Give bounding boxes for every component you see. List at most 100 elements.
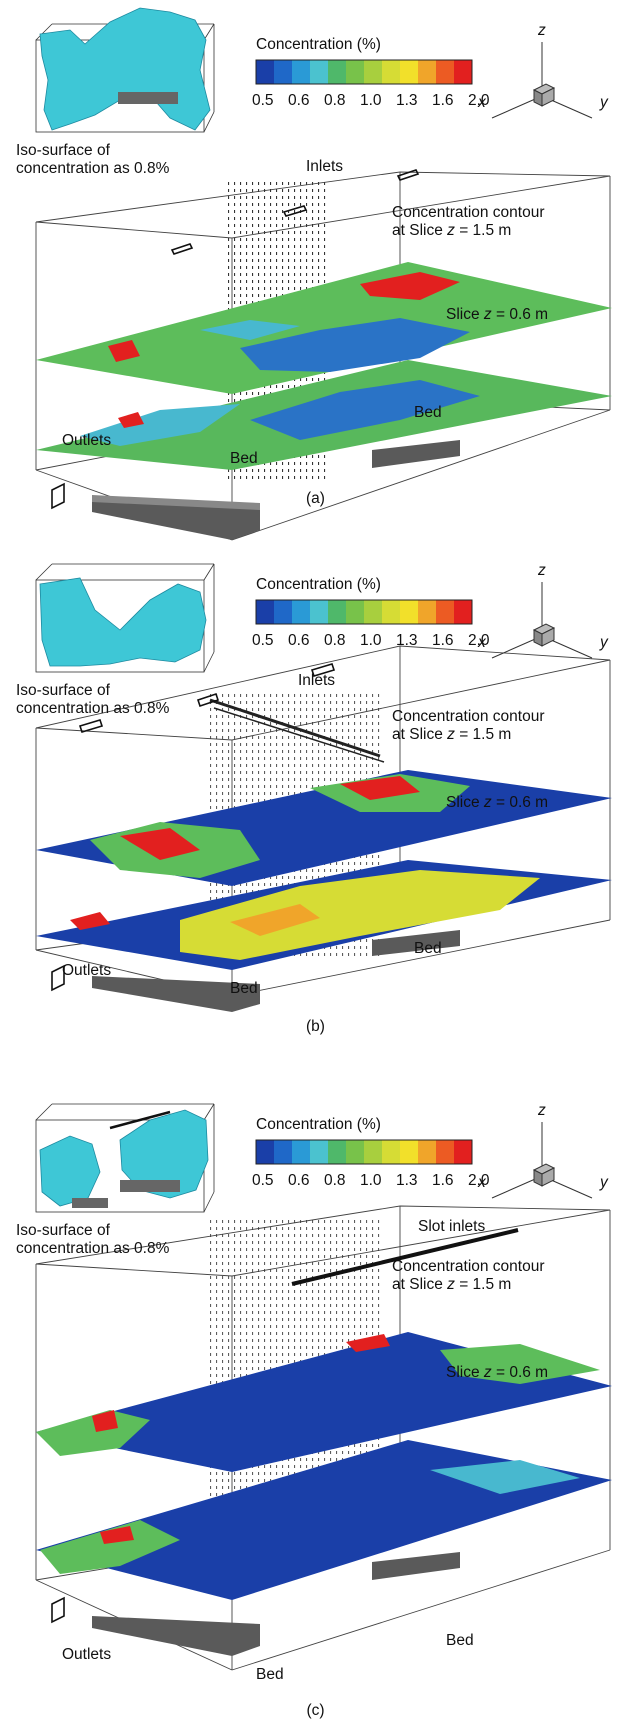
bed-inset-2 (120, 1180, 180, 1192)
bed-label-bottom: Bed (230, 450, 258, 468)
legend-swatch (274, 1140, 293, 1164)
outlets-label: Outlets (62, 962, 111, 980)
iso-surface-label: Iso-surface of concentration as 0.8% (16, 682, 169, 718)
legend-swatch (436, 600, 455, 624)
legend-swatch (382, 600, 401, 624)
legend-swatch (400, 1140, 419, 1164)
caption-c: (c) (0, 1702, 631, 1720)
contour-label: Concentration contour at Slice z = 1.5 m (392, 1258, 545, 1294)
legend-swatch (274, 60, 293, 84)
legend-tick-label: 0.8 (324, 1172, 346, 1190)
legend-swatch (436, 60, 455, 84)
contour-label: Concentration contour at Slice z = 1.5 m (392, 204, 545, 240)
legend-tick-label: 0.5 (252, 1172, 274, 1190)
legend-title: Concentration (%) (256, 36, 381, 54)
bed-label-bottom: Bed (230, 980, 258, 998)
legend-swatch (256, 60, 275, 84)
contour-label: Concentration contour at Slice z = 1.5 m (392, 708, 545, 744)
legend-tick-label: 0.6 (288, 92, 310, 110)
legend-swatch (292, 1140, 311, 1164)
slice-label: Slice z = 0.6 m (446, 794, 548, 812)
legend-tick-label: 0.6 (288, 632, 310, 650)
legend-swatch (454, 600, 473, 624)
axis-y-label: y (600, 94, 608, 112)
legend-swatch (346, 60, 365, 84)
panel-a: Iso-surface of concentration as 0.8% Conc… (0, 0, 631, 574)
bed-label-right: Bed (414, 940, 442, 958)
legend-tick-label: 1.3 (396, 92, 418, 110)
legend-swatch (418, 1140, 437, 1164)
legend-swatch (256, 600, 275, 624)
legend-colorbar (256, 600, 473, 624)
outlet-rect (52, 1598, 64, 1622)
iso-surface-blob (40, 8, 210, 130)
legend-swatch (328, 60, 347, 84)
legend-swatch (292, 600, 311, 624)
axis-y-label: y (600, 634, 608, 652)
legend-tick-label: 0.6 (288, 1172, 310, 1190)
iso-surface-label: Iso-surface of concentration as 0.8% (16, 142, 169, 178)
caption-a: (a) (0, 490, 631, 508)
legend-swatch (364, 600, 383, 624)
legend-swatch (328, 1140, 347, 1164)
axis-z-label: z (538, 22, 546, 40)
axis-x-label: x (478, 94, 486, 112)
legend-tick-label: 0.5 (252, 92, 274, 110)
outlets-label: Outlets (62, 432, 111, 450)
slice-upper-red-zone (92, 1410, 118, 1432)
axis-z-label: z (538, 1102, 546, 1120)
legend-swatch (436, 1140, 455, 1164)
legend-swatch (364, 60, 383, 84)
panel-a-diagram (0, 0, 631, 574)
legend-swatch (256, 1140, 275, 1164)
bed-inset (72, 1198, 108, 1208)
legend-tick-label: 0.8 (324, 92, 346, 110)
legend-tick-label: 1.6 (432, 1172, 454, 1190)
iso-surface-blob (40, 578, 206, 666)
legend-swatch (418, 600, 437, 624)
slice-label: Slice z = 0.6 m (446, 1364, 548, 1382)
bed-inset (118, 92, 178, 104)
legend-tick-label: 1.3 (396, 632, 418, 650)
axis-x-label: x (478, 634, 486, 652)
panel-c-diagram (0, 1080, 631, 1722)
bed-label-right: Bed (414, 404, 442, 422)
legend-tick-label: 0.5 (252, 632, 274, 650)
axis-y-label: y (600, 1174, 608, 1192)
legend-title: Concentration (%) (256, 1116, 381, 1134)
legend-swatch (310, 1140, 329, 1164)
legend-tick-label: 1.6 (432, 92, 454, 110)
legend-colorbar (256, 60, 473, 84)
inlets-label: Inlets (298, 672, 335, 690)
legend-tick-label: 1.3 (396, 1172, 418, 1190)
legend-swatch (400, 600, 419, 624)
legend-swatch (346, 1140, 365, 1164)
legend-swatch (382, 1140, 401, 1164)
legend-swatch (292, 60, 311, 84)
axis-triad (492, 42, 592, 118)
legend-swatch (346, 600, 365, 624)
axis-triad (492, 1122, 592, 1198)
legend-tick-label: 0.8 (324, 632, 346, 650)
legend-swatch (328, 600, 347, 624)
slice-label: Slice z = 0.6 m (446, 306, 548, 324)
legend-swatch (400, 60, 419, 84)
legend-swatch (364, 1140, 383, 1164)
panel-b: Iso-surface of concentration as 0.8% Conc… (0, 540, 631, 1114)
axis-triad (492, 582, 592, 658)
legend-colorbar (256, 1140, 473, 1164)
bed-label-right: Bed (446, 1632, 474, 1650)
legend-tick-label: 1.0 (360, 92, 382, 110)
iso-surface-blob-left (40, 1136, 100, 1206)
legend-swatch (310, 60, 329, 84)
legend-swatch (382, 60, 401, 84)
legend-tick-label: 1.6 (432, 632, 454, 650)
iso-surface-label: Iso-surface of concentration as 0.8% (16, 1222, 169, 1258)
axis-z-label: z (538, 562, 546, 580)
inlets-label: Inlets (306, 158, 343, 176)
inlets-label: Slot inlets (418, 1218, 485, 1236)
axis-x-label: x (478, 1174, 486, 1192)
legend-swatch (310, 600, 329, 624)
outlets-label: Outlets (62, 1646, 111, 1664)
legend-swatch (454, 60, 473, 84)
